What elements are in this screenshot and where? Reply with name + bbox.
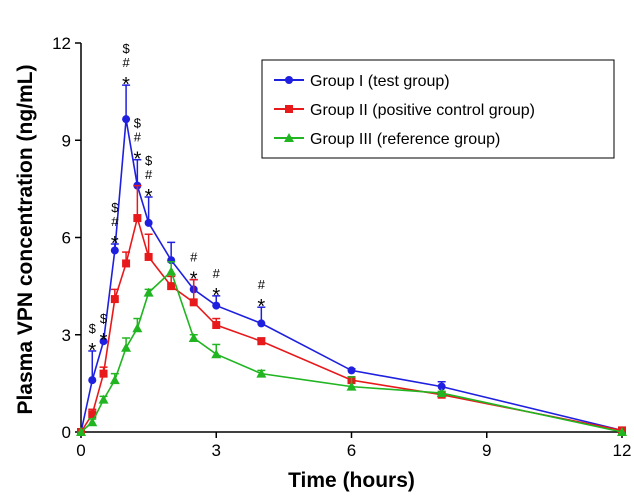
x-axis-title: Time (hours) bbox=[288, 469, 415, 492]
significance-mark: * bbox=[133, 149, 141, 171]
data-point bbox=[98, 394, 109, 404]
data-point bbox=[257, 319, 266, 328]
y-tick-label: 3 bbox=[62, 326, 71, 345]
data-point bbox=[256, 368, 267, 378]
significance-mark: * bbox=[88, 340, 96, 362]
data-point bbox=[76, 427, 86, 436]
data-point bbox=[188, 332, 199, 342]
data-point bbox=[99, 337, 108, 346]
x-axis-ticks: 0 3 6 9 12 bbox=[76, 432, 631, 460]
legend-marker bbox=[284, 133, 294, 142]
legend: Group I (test group) Group II (positive c… bbox=[261, 59, 615, 159]
significance-mark: # bbox=[134, 130, 142, 145]
x-tick-label: 0 bbox=[76, 441, 85, 460]
legend-label: Group II (positive control group) bbox=[310, 102, 535, 119]
data-point bbox=[257, 337, 266, 346]
data-point bbox=[110, 295, 119, 304]
significance-mark: * bbox=[111, 233, 119, 255]
significance-mark: * bbox=[100, 330, 108, 352]
y-tick-label: 9 bbox=[62, 131, 71, 150]
data-point bbox=[346, 381, 357, 391]
y-axis-title: Plasma VPN concentration (ng/mL) bbox=[14, 64, 37, 414]
data-point bbox=[437, 382, 446, 391]
data-point bbox=[212, 321, 221, 330]
significance-mark: # bbox=[190, 250, 198, 265]
data-point bbox=[167, 282, 176, 291]
legend-marker bbox=[285, 76, 293, 84]
y-tick-label: 0 bbox=[62, 423, 71, 442]
significance-annotations: *$*$*#$*#$*#$*#$*#*#*# bbox=[88, 41, 265, 362]
data-point bbox=[617, 427, 627, 436]
series-2 bbox=[77, 184, 626, 436]
legend-marker bbox=[285, 105, 293, 113]
data-point bbox=[211, 349, 222, 359]
legend-label: Group I (test group) bbox=[310, 73, 450, 90]
significance-mark: # bbox=[258, 277, 266, 292]
series-line bbox=[80, 119, 623, 433]
significance-mark: * bbox=[257, 296, 265, 318]
significance-mark: $ bbox=[122, 41, 130, 56]
series-line bbox=[80, 270, 623, 433]
series-3 bbox=[76, 261, 627, 436]
significance-mark: # bbox=[111, 214, 119, 229]
significance-mark: $ bbox=[100, 311, 108, 326]
significance-mark: $ bbox=[111, 200, 119, 215]
data-point bbox=[109, 375, 120, 385]
data-point bbox=[132, 323, 143, 333]
data-point bbox=[121, 342, 132, 352]
data-point bbox=[143, 287, 154, 297]
legend-box bbox=[261, 59, 615, 159]
significance-mark: * bbox=[145, 186, 153, 208]
x-tick-label: 3 bbox=[212, 441, 221, 460]
significance-mark: * bbox=[190, 269, 198, 291]
y-axis-ticks: 0 3 6 9 12 bbox=[52, 34, 81, 442]
data-point bbox=[88, 376, 97, 385]
series-layer bbox=[76, 84, 627, 436]
data-point bbox=[347, 366, 356, 375]
data-point bbox=[99, 369, 108, 378]
data-point bbox=[87, 417, 98, 427]
x-tick-label: 6 bbox=[347, 441, 356, 460]
data-point bbox=[436, 388, 447, 398]
data-point bbox=[144, 252, 153, 261]
data-point bbox=[144, 218, 153, 227]
legend-label: Group III (reference group) bbox=[310, 131, 500, 148]
significance-mark: $ bbox=[145, 153, 153, 168]
data-point bbox=[88, 410, 97, 419]
significance-mark: $ bbox=[89, 321, 97, 336]
x-tick-label: 9 bbox=[482, 441, 491, 460]
data-point bbox=[133, 214, 142, 223]
significance-mark: # bbox=[213, 266, 221, 281]
data-point bbox=[110, 246, 119, 255]
data-point bbox=[166, 266, 177, 276]
data-point bbox=[212, 301, 221, 310]
significance-mark: * bbox=[122, 74, 130, 96]
data-point bbox=[122, 115, 131, 124]
y-tick-label: 12 bbox=[52, 34, 71, 53]
significance-mark: * bbox=[212, 285, 220, 307]
x-tick-label: 12 bbox=[613, 441, 632, 460]
series-line bbox=[80, 214, 623, 433]
significance-mark: # bbox=[122, 55, 130, 70]
series-1 bbox=[77, 84, 626, 436]
data-point bbox=[189, 298, 198, 307]
significance-mark: # bbox=[145, 167, 153, 182]
data-point bbox=[122, 259, 131, 268]
significance-mark: $ bbox=[134, 116, 142, 131]
y-tick-label: 6 bbox=[62, 229, 71, 248]
